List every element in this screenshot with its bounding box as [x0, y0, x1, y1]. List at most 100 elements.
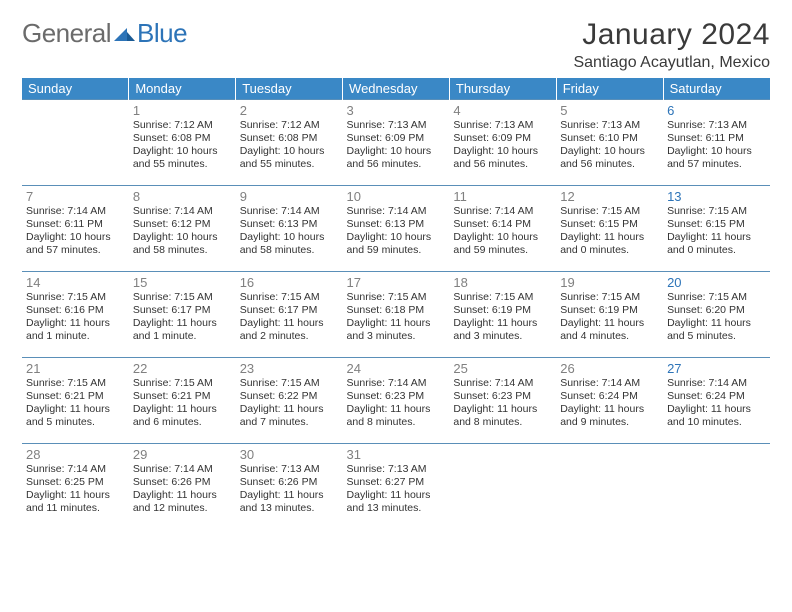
- sunrise-line: Sunrise: 7:15 AM: [133, 291, 232, 304]
- calendar-table: SundayMondayTuesdayWednesdayThursdayFrid…: [22, 78, 770, 530]
- sunset-line: Sunset: 6:15 PM: [667, 218, 766, 231]
- day-number: 22: [133, 361, 232, 376]
- calendar-week-row: 14Sunrise: 7:15 AMSunset: 6:16 PMDayligh…: [22, 272, 770, 358]
- day-number: 26: [560, 361, 659, 376]
- day-number: 7: [26, 189, 125, 204]
- calendar-cell: 20Sunrise: 7:15 AMSunset: 6:20 PMDayligh…: [663, 272, 770, 358]
- day-number: 20: [667, 275, 766, 290]
- daylight-line: Daylight: 11 hours and 8 minutes.: [347, 403, 446, 429]
- daylight-line: Daylight: 11 hours and 4 minutes.: [560, 317, 659, 343]
- sunrise-line: Sunrise: 7:14 AM: [133, 463, 232, 476]
- weekday-header: Monday: [129, 78, 236, 100]
- daylight-line: Daylight: 11 hours and 2 minutes.: [240, 317, 339, 343]
- weekday-header: Friday: [556, 78, 663, 100]
- day-number: 15: [133, 275, 232, 290]
- day-number: 18: [453, 275, 552, 290]
- sunset-line: Sunset: 6:10 PM: [560, 132, 659, 145]
- sunset-line: Sunset: 6:18 PM: [347, 304, 446, 317]
- day-number: 24: [347, 361, 446, 376]
- sunset-line: Sunset: 6:17 PM: [133, 304, 232, 317]
- logo-text-1: General: [22, 18, 111, 49]
- calendar-cell: 1Sunrise: 7:12 AMSunset: 6:08 PMDaylight…: [129, 100, 236, 186]
- sunset-line: Sunset: 6:14 PM: [453, 218, 552, 231]
- logo: General Blue: [22, 18, 187, 49]
- daylight-line: Daylight: 10 hours and 57 minutes.: [26, 231, 125, 257]
- sunrise-line: Sunrise: 7:15 AM: [667, 291, 766, 304]
- sunrise-line: Sunrise: 7:13 AM: [560, 119, 659, 132]
- sunrise-line: Sunrise: 7:12 AM: [133, 119, 232, 132]
- day-number: 13: [667, 189, 766, 204]
- sunrise-line: Sunrise: 7:14 AM: [133, 205, 232, 218]
- sunrise-line: Sunrise: 7:14 AM: [453, 205, 552, 218]
- day-number: 11: [453, 189, 552, 204]
- calendar-cell: 10Sunrise: 7:14 AMSunset: 6:13 PMDayligh…: [343, 186, 450, 272]
- sunset-line: Sunset: 6:11 PM: [667, 132, 766, 145]
- daylight-line: Daylight: 11 hours and 9 minutes.: [560, 403, 659, 429]
- day-number: 4: [453, 103, 552, 118]
- sunrise-line: Sunrise: 7:13 AM: [347, 119, 446, 132]
- sunrise-line: Sunrise: 7:14 AM: [26, 463, 125, 476]
- sunrise-line: Sunrise: 7:14 AM: [347, 205, 446, 218]
- sunrise-line: Sunrise: 7:13 AM: [453, 119, 552, 132]
- calendar-cell: 4Sunrise: 7:13 AMSunset: 6:09 PMDaylight…: [449, 100, 556, 186]
- weekday-header: Saturday: [663, 78, 770, 100]
- sunrise-line: Sunrise: 7:13 AM: [347, 463, 446, 476]
- logo-text-2: Blue: [137, 18, 187, 49]
- weekday-header: Sunday: [22, 78, 129, 100]
- day-number: 31: [347, 447, 446, 462]
- calendar-cell: 29Sunrise: 7:14 AMSunset: 6:26 PMDayligh…: [129, 444, 236, 530]
- daylight-line: Daylight: 11 hours and 10 minutes.: [667, 403, 766, 429]
- calendar-cell: [663, 444, 770, 530]
- calendar-cell: 22Sunrise: 7:15 AMSunset: 6:21 PMDayligh…: [129, 358, 236, 444]
- daylight-line: Daylight: 11 hours and 7 minutes.: [240, 403, 339, 429]
- calendar-cell: [556, 444, 663, 530]
- calendar-week-row: 7Sunrise: 7:14 AMSunset: 6:11 PMDaylight…: [22, 186, 770, 272]
- daylight-line: Daylight: 11 hours and 13 minutes.: [347, 489, 446, 515]
- day-number: 14: [26, 275, 125, 290]
- day-number: 28: [26, 447, 125, 462]
- day-number: 30: [240, 447, 339, 462]
- daylight-line: Daylight: 11 hours and 1 minute.: [133, 317, 232, 343]
- sunset-line: Sunset: 6:21 PM: [133, 390, 232, 403]
- calendar-cell: 30Sunrise: 7:13 AMSunset: 6:26 PMDayligh…: [236, 444, 343, 530]
- calendar-cell: 2Sunrise: 7:12 AMSunset: 6:08 PMDaylight…: [236, 100, 343, 186]
- calendar-cell: 23Sunrise: 7:15 AMSunset: 6:22 PMDayligh…: [236, 358, 343, 444]
- sunset-line: Sunset: 6:13 PM: [347, 218, 446, 231]
- sunrise-line: Sunrise: 7:14 AM: [560, 377, 659, 390]
- sunset-line: Sunset: 6:08 PM: [133, 132, 232, 145]
- day-number: 12: [560, 189, 659, 204]
- sunset-line: Sunset: 6:19 PM: [560, 304, 659, 317]
- sunset-line: Sunset: 6:25 PM: [26, 476, 125, 489]
- title-block: January 2024 Santiago Acayutlan, Mexico: [573, 18, 770, 72]
- header: General Blue January 2024 Santiago Acayu…: [22, 18, 770, 72]
- day-number: 3: [347, 103, 446, 118]
- calendar-cell: [22, 100, 129, 186]
- sunset-line: Sunset: 6:12 PM: [133, 218, 232, 231]
- sunrise-line: Sunrise: 7:15 AM: [560, 205, 659, 218]
- sunset-line: Sunset: 6:19 PM: [453, 304, 552, 317]
- sunrise-line: Sunrise: 7:14 AM: [347, 377, 446, 390]
- daylight-line: Daylight: 10 hours and 58 minutes.: [240, 231, 339, 257]
- calendar-cell: 9Sunrise: 7:14 AMSunset: 6:13 PMDaylight…: [236, 186, 343, 272]
- sunrise-line: Sunrise: 7:15 AM: [560, 291, 659, 304]
- sunrise-line: Sunrise: 7:15 AM: [240, 377, 339, 390]
- daylight-line: Daylight: 11 hours and 6 minutes.: [133, 403, 232, 429]
- daylight-line: Daylight: 11 hours and 0 minutes.: [560, 231, 659, 257]
- sunset-line: Sunset: 6:20 PM: [667, 304, 766, 317]
- sunset-line: Sunset: 6:24 PM: [560, 390, 659, 403]
- sunset-line: Sunset: 6:08 PM: [240, 132, 339, 145]
- daylight-line: Daylight: 10 hours and 55 minutes.: [133, 145, 232, 171]
- sunrise-line: Sunrise: 7:14 AM: [453, 377, 552, 390]
- sunset-line: Sunset: 6:22 PM: [240, 390, 339, 403]
- calendar-cell: 3Sunrise: 7:13 AMSunset: 6:09 PMDaylight…: [343, 100, 450, 186]
- sunrise-line: Sunrise: 7:15 AM: [347, 291, 446, 304]
- daylight-line: Daylight: 10 hours and 56 minutes.: [560, 145, 659, 171]
- day-number: 19: [560, 275, 659, 290]
- daylight-line: Daylight: 11 hours and 1 minute.: [26, 317, 125, 343]
- day-number: 21: [26, 361, 125, 376]
- weekday-header: Tuesday: [236, 78, 343, 100]
- day-number: 2: [240, 103, 339, 118]
- calendar-cell: 17Sunrise: 7:15 AMSunset: 6:18 PMDayligh…: [343, 272, 450, 358]
- weekday-header: Wednesday: [343, 78, 450, 100]
- calendar-cell: 6Sunrise: 7:13 AMSunset: 6:11 PMDaylight…: [663, 100, 770, 186]
